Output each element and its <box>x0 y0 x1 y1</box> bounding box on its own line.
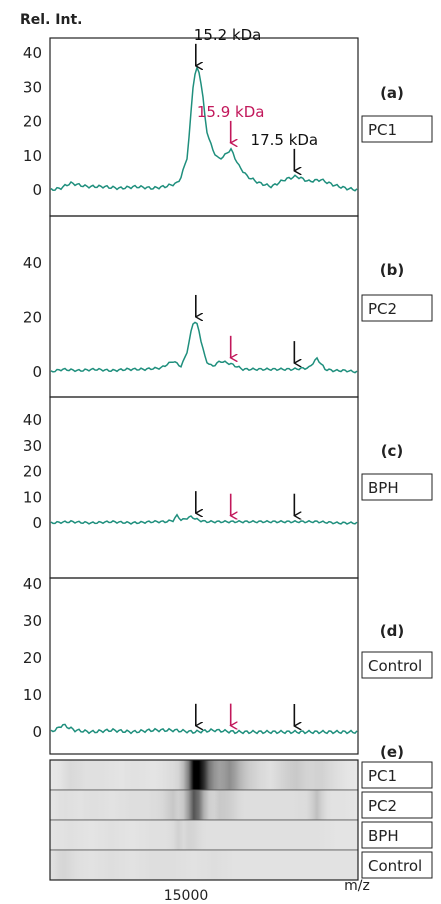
panel-label: (a) <box>380 84 404 102</box>
sample-box <box>361 651 433 679</box>
heatmap-row <box>49 789 359 821</box>
y-tick-label: 30 <box>23 612 42 630</box>
panel-frame <box>49 37 359 217</box>
panel-label: (b) <box>380 261 404 279</box>
x-tick-label: 15000 <box>164 888 209 904</box>
panel-label: (c) <box>381 442 404 460</box>
panel-control: 40 30 20 10 0 (d) Control <box>23 575 433 755</box>
panel-label: (d) <box>380 622 404 640</box>
sample-label: PC1 <box>368 121 397 139</box>
y-tick-label: 40 <box>23 254 42 272</box>
spectrum-line <box>50 723 358 735</box>
panel-pc1: 40 30 20 10 0 15.2 kDa 15.9 kDa 17.5 kDa (a) PC1 <box>23 26 433 217</box>
x-axis-label: m/z <box>344 878 370 894</box>
y-tick-label: 40 <box>23 44 42 62</box>
panel-pc2: 40 20 0 (b) PC2 <box>23 215 433 398</box>
peak-label: 17.5 kDa <box>251 131 319 149</box>
panel-bph: 40 30 20 10 0 (c) BPH <box>23 396 433 579</box>
y-tick-label: 40 <box>23 411 42 429</box>
y-tick-label: 30 <box>23 437 42 455</box>
panel-frame <box>49 577 359 755</box>
sample-box <box>361 473 433 501</box>
peak-label: 15.9 kDa <box>197 103 265 121</box>
heatmap-row <box>49 849 359 881</box>
y-tick-label: 20 <box>23 649 42 667</box>
heatmap-row-label: PC1 <box>368 767 397 785</box>
sample-label: BPH <box>368 479 399 497</box>
sample-label: Control <box>368 657 422 675</box>
heatmap-row-label: Control <box>368 857 422 875</box>
heatmap-row <box>49 819 359 851</box>
heatmap-panel: (e) PC1 PC2 BPH Control <box>49 743 433 881</box>
heatmap-frame <box>49 759 359 881</box>
sample-box <box>361 851 433 879</box>
peak-label: 15.2 kDa <box>194 26 262 44</box>
panel-label: (e) <box>380 743 404 761</box>
y-tick-label: 0 <box>32 363 42 381</box>
y-tick-label: 20 <box>23 309 42 327</box>
spectrum-line <box>50 321 358 374</box>
spectrum-line <box>50 65 358 192</box>
heatmap-row <box>49 759 359 791</box>
y-tick-label: 0 <box>32 723 42 741</box>
y-tick-label: 0 <box>32 181 42 199</box>
y-tick-label: 0 <box>32 514 42 532</box>
y-tick-label: 40 <box>23 575 42 593</box>
spectrum-line <box>50 513 358 525</box>
y-tick-label: 10 <box>23 488 42 506</box>
panel-frame <box>49 396 359 579</box>
y-tick-label: 20 <box>23 463 42 481</box>
y-axis-label: Rel. Int. <box>20 12 82 28</box>
y-tick-label: 10 <box>23 686 42 704</box>
heatmap-row-label: PC2 <box>368 797 397 815</box>
sample-box <box>361 761 433 789</box>
y-tick-label: 20 <box>23 113 42 131</box>
sample-box <box>361 115 433 143</box>
y-tick-label: 10 <box>23 147 42 165</box>
sample-box <box>361 791 433 819</box>
heatmap-row-label: BPH <box>368 827 399 845</box>
sample-label: PC2 <box>368 300 397 318</box>
sample-box <box>361 821 433 849</box>
y-tick-label: 30 <box>23 78 42 96</box>
sample-box <box>361 294 433 322</box>
